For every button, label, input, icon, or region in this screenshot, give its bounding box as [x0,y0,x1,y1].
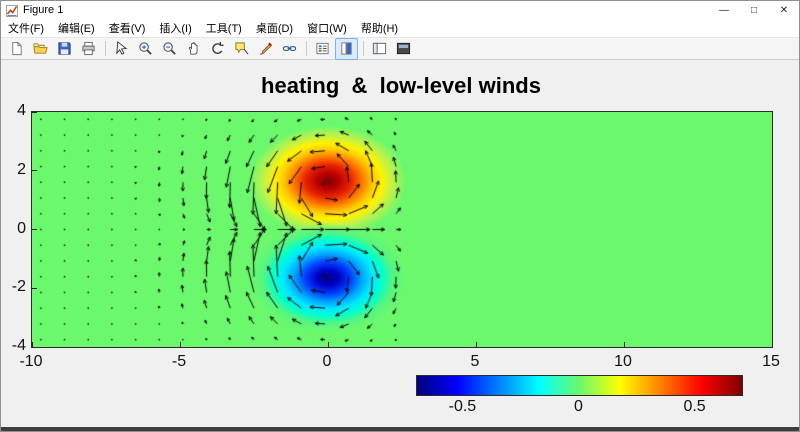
insert-colorbar-icon [339,41,354,56]
y-tick-mark [32,170,37,172]
rotate-3d-button[interactable] [206,38,229,60]
x-tick-label: 0 [322,353,332,370]
window-controls: — □ ✕ [709,1,799,19]
toolbar-separator [306,41,307,56]
brush-button[interactable] [254,38,277,60]
menu-bar: 文件(F) 编辑(E) 查看(V) 插入(I) 工具(T) 桌面(D) 窗口(W) 帮助(H) [1,19,799,37]
x-tick-mark [623,342,625,347]
dock-figure-icon [396,41,411,56]
dock-figure-button[interactable] [392,38,415,60]
y-tick-mark [32,229,37,230]
toolbar [1,37,799,60]
y-tick-mark [32,112,37,113]
x-tick-mark [32,342,33,347]
x-tick-label: 10 [614,353,632,370]
y-tick-label: -4 [11,337,26,354]
menu-item-6[interactable]: 窗口(W) [307,23,347,35]
rotate-3d-icon [210,41,225,56]
plot-title: heating & low-level winds [261,73,541,98]
x-tick-label: -10 [19,353,43,370]
menu-item-7[interactable]: 帮助(H) [360,23,399,35]
hide-plot-tools-icon [372,41,387,56]
x-tick-label: -5 [171,353,187,370]
maximize-button[interactable]: □ [750,4,758,16]
hide-plot-tools-button[interactable] [368,38,391,60]
print-button[interactable] [77,38,100,60]
data-cursor-icon [234,41,249,56]
menu-item-0[interactable]: 文件(F) [8,23,45,35]
x-tick-mark [179,342,181,347]
menu-item-1[interactable]: 编辑(E) [58,23,95,35]
zoom-out-button[interactable] [158,38,181,60]
colorbar-tick-label: 0.5 [683,398,706,415]
window-bottom-edge [1,427,799,431]
toolbar-separator [105,41,106,56]
x-tick-label: 15 [762,353,780,370]
new-file-button[interactable] [5,38,28,60]
x-tick-mark [475,342,477,347]
menu-item-5[interactable]: 桌面(D) [255,23,294,35]
y-tick-mark [32,346,37,347]
colorbar [416,375,743,396]
window-title: Figure 1 [23,4,64,16]
brush-icon [258,41,273,56]
menu-item-4[interactable]: 工具(T) [205,23,242,35]
save-button[interactable] [53,38,76,60]
edit-plot-icon [114,41,129,56]
link-plot-button[interactable] [278,38,301,60]
new-file-icon [9,41,24,56]
print-icon [81,41,96,56]
y-tick-label: 4 [17,102,26,119]
save-icon [57,41,72,56]
data-cursor-button[interactable] [230,38,253,60]
x-tick-mark [771,342,772,347]
edit-plot-button[interactable] [110,38,133,60]
colorbar-tick-label: 0 [574,398,583,415]
y-tick-label: 2 [17,160,26,178]
x-tick-mark [327,342,329,347]
insert-legend-button[interactable] [311,38,334,60]
y-tick-mark [32,287,37,289]
insert-legend-icon [315,41,330,56]
zoom-in-icon [138,41,153,56]
quiver-arrows-layer [32,112,772,347]
x-tick-label: 5 [470,353,480,370]
close-button[interactable]: ✕ [779,4,789,16]
title-bar[interactable]: Figure 1 — □ ✕ [1,1,799,19]
open-button[interactable] [29,38,52,60]
toolbar-separator [363,41,364,56]
link-plot-icon [282,41,297,56]
pan-icon [186,41,201,56]
menu-item-3[interactable]: 插入(I) [159,23,192,35]
matlab-figure-icon [6,4,18,17]
axes-plot-area [31,111,773,348]
y-tick-label: 0 [17,219,26,237]
minimize-button[interactable]: — [719,4,729,16]
zoom-in-button[interactable] [134,38,157,60]
y-tick-label: -2 [11,278,26,296]
pan-button[interactable] [182,38,205,60]
menu-item-2[interactable]: 查看(V) [108,23,146,35]
colorbar-tick-label: -0.5 [448,398,477,415]
open-icon [33,41,48,56]
zoom-out-icon [162,41,177,56]
insert-colorbar-button[interactable] [335,37,358,60]
